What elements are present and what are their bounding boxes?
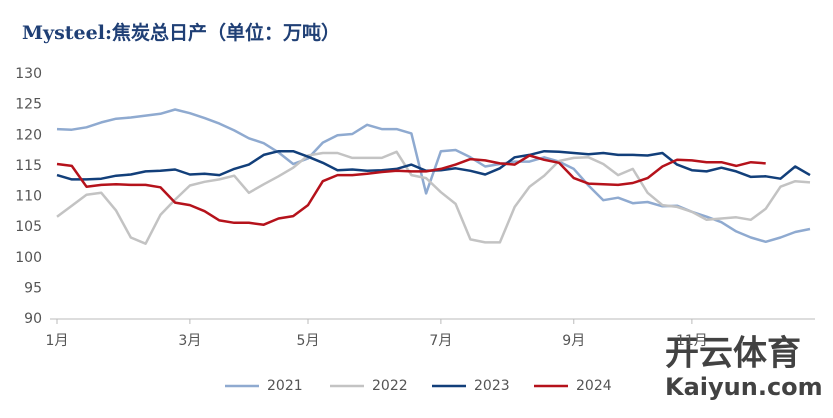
y-tick-label: 95: [24, 280, 42, 296]
legend-label: 2022: [372, 378, 408, 394]
y-tick-label: 100: [15, 250, 42, 266]
series-line: [56, 108, 811, 244]
x-tick-label: 9月: [562, 333, 585, 349]
y-tick-label: 105: [15, 219, 42, 235]
watermark-sub: Kaiyun.com: [665, 373, 823, 401]
y-tick-label: 120: [15, 127, 42, 143]
legend-label: 2023: [474, 378, 510, 394]
watermark: 开云体育: [665, 334, 801, 374]
y-tick-label: 115: [15, 158, 42, 174]
x-tick-label: 7月: [429, 333, 452, 349]
y-tick-label: 130: [15, 66, 42, 82]
y-tick-label: 125: [15, 97, 42, 113]
chart-title: Mysteel:焦炭总日产（单位：万吨）: [22, 21, 340, 44]
x-tick-label: 3月: [178, 333, 201, 349]
x-tick-label: 1月: [46, 333, 69, 349]
legend-label: 2024: [576, 378, 612, 394]
series-line: [56, 150, 811, 245]
y-tick-label: 110: [15, 189, 42, 205]
legend-label: 2021: [267, 378, 303, 394]
series-line: [56, 154, 766, 226]
y-tick-label: 90: [24, 311, 42, 327]
x-tick-label: 5月: [297, 333, 320, 349]
x-tick-label: 11月: [676, 333, 708, 349]
